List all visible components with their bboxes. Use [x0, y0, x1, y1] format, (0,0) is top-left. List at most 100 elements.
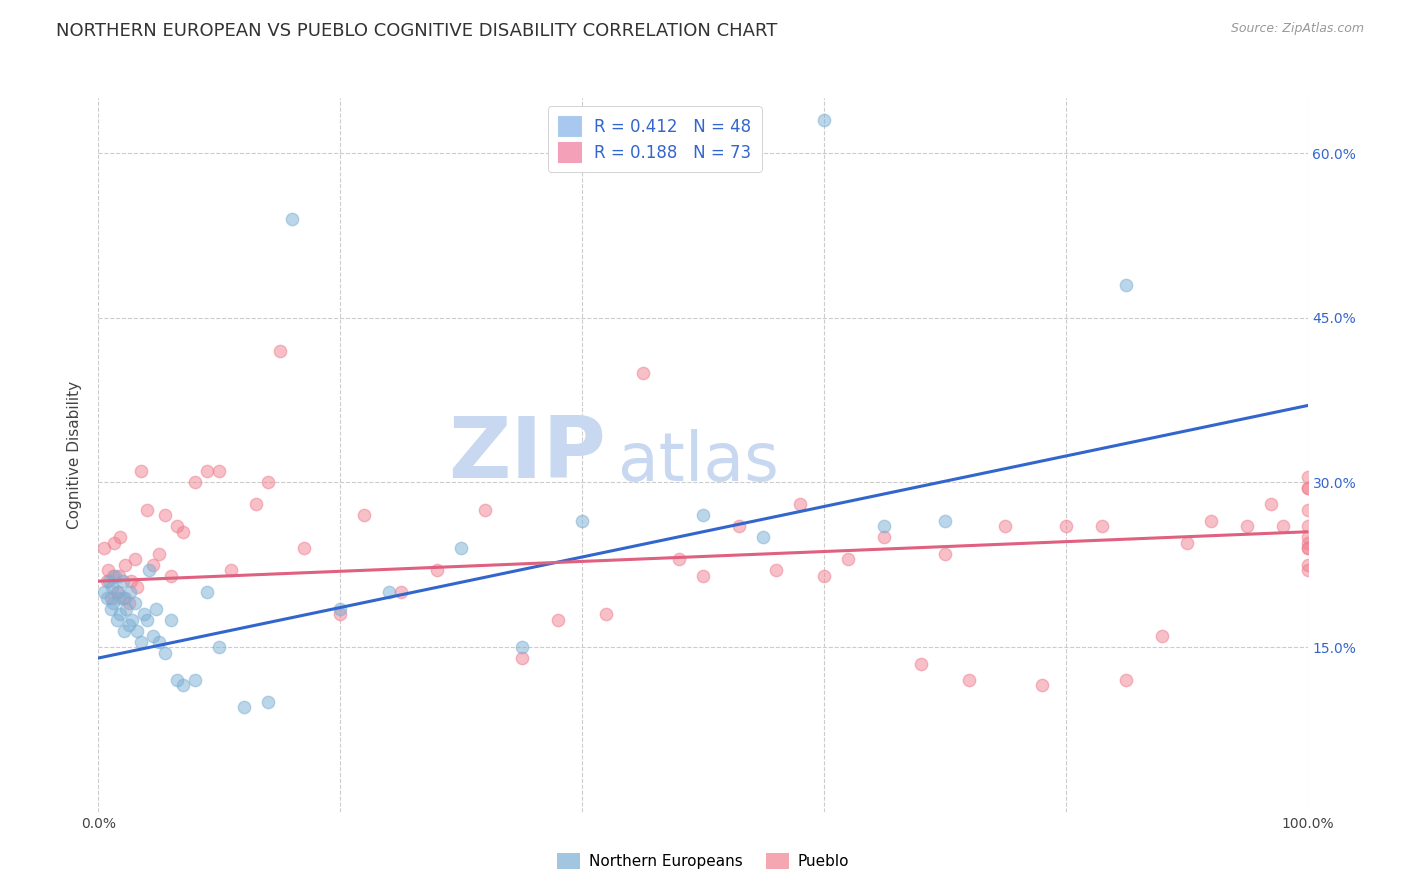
Point	[124, 552, 146, 566]
Point	[728, 519, 751, 533]
Point	[111, 574, 134, 589]
Point	[184, 673, 207, 687]
Point	[256, 475, 278, 490]
Point	[269, 343, 291, 358]
Point	[353, 508, 375, 523]
Point	[1296, 481, 1319, 495]
Point	[1199, 514, 1222, 528]
Point	[101, 568, 124, 582]
Point	[1236, 519, 1258, 533]
Point	[135, 613, 157, 627]
Point	[329, 601, 352, 615]
Text: Source: ZipAtlas.com: Source: ZipAtlas.com	[1230, 22, 1364, 36]
Point	[1272, 519, 1295, 533]
Point	[910, 657, 932, 671]
Point	[571, 514, 593, 528]
Point	[1296, 541, 1319, 556]
Point	[1115, 277, 1137, 292]
Point	[221, 563, 243, 577]
Point	[101, 596, 124, 610]
Point	[148, 547, 170, 561]
Point	[124, 596, 146, 610]
Point	[595, 607, 617, 621]
Point	[1296, 481, 1319, 495]
Point	[96, 574, 118, 589]
Point	[1296, 470, 1319, 484]
Point	[1296, 519, 1319, 533]
Point	[934, 547, 956, 561]
Point	[115, 601, 138, 615]
Point	[1296, 503, 1319, 517]
Point	[127, 624, 149, 638]
Point	[172, 678, 194, 692]
Point	[873, 519, 896, 533]
Point	[100, 580, 122, 594]
Point	[127, 580, 149, 594]
Point	[1296, 535, 1319, 549]
Point	[166, 673, 188, 687]
Point	[145, 601, 167, 615]
Point	[510, 651, 533, 665]
Point	[96, 591, 118, 605]
Point	[1175, 535, 1198, 549]
Point	[112, 624, 135, 638]
Point	[108, 607, 131, 621]
Point	[232, 700, 254, 714]
Point	[292, 541, 315, 556]
Point	[100, 591, 122, 605]
Point	[813, 568, 835, 582]
Point	[114, 558, 136, 572]
Point	[129, 634, 152, 648]
Point	[104, 568, 127, 582]
Point	[97, 563, 120, 577]
Point	[547, 613, 569, 627]
Point	[120, 574, 142, 589]
Point	[1296, 558, 1319, 572]
Point	[111, 591, 134, 605]
Point	[103, 535, 125, 549]
Point	[118, 618, 141, 632]
Point	[208, 464, 231, 478]
Point	[957, 673, 980, 687]
Point	[114, 591, 136, 605]
Point	[994, 519, 1017, 533]
Text: ZIP: ZIP	[449, 413, 606, 497]
Point	[474, 503, 496, 517]
Point	[142, 558, 165, 572]
Point	[692, 508, 714, 523]
Legend: Northern Europeans, Pueblo: Northern Europeans, Pueblo	[551, 847, 855, 875]
Point	[160, 613, 183, 627]
Point	[108, 591, 131, 605]
Text: atlas: atlas	[619, 429, 779, 495]
Point	[389, 585, 412, 599]
Point	[1091, 519, 1114, 533]
Point	[256, 695, 278, 709]
Point	[142, 629, 165, 643]
Point	[873, 530, 896, 544]
Point	[184, 475, 207, 490]
Point	[93, 585, 115, 599]
Point	[98, 574, 121, 589]
Point	[135, 503, 157, 517]
Point	[1031, 678, 1053, 692]
Point	[129, 464, 152, 478]
Point	[160, 568, 183, 582]
Point	[107, 585, 129, 599]
Point	[1115, 673, 1137, 687]
Point	[934, 514, 956, 528]
Legend: R = 0.412   N = 48, R = 0.188   N = 73: R = 0.412 N = 48, R = 0.188 N = 73	[548, 106, 762, 171]
Point	[134, 607, 156, 621]
Point	[668, 552, 690, 566]
Point	[281, 211, 304, 226]
Point	[510, 640, 533, 654]
Point	[153, 646, 176, 660]
Point	[118, 585, 141, 599]
Point	[789, 497, 811, 511]
Y-axis label: Cognitive Disability: Cognitive Disability	[67, 381, 83, 529]
Text: NORTHERN EUROPEAN VS PUEBLO COGNITIVE DISABILITY CORRELATION CHART: NORTHERN EUROPEAN VS PUEBLO COGNITIVE DI…	[56, 22, 778, 40]
Point	[195, 464, 218, 478]
Point	[108, 568, 131, 582]
Point	[148, 634, 170, 648]
Point	[377, 585, 399, 599]
Point	[1054, 519, 1077, 533]
